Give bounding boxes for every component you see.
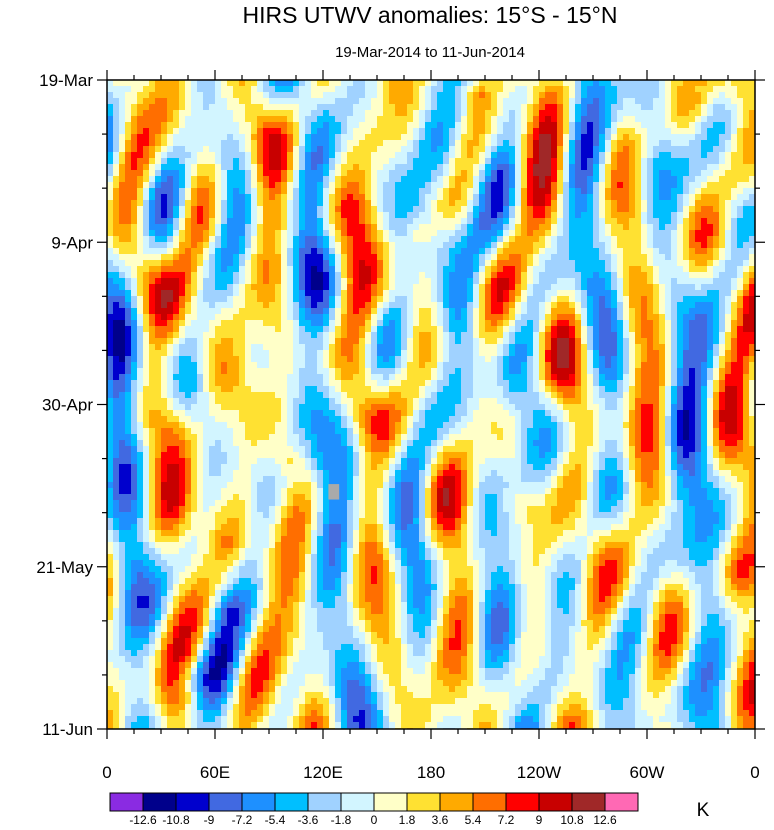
colorbar-label: 0 — [371, 813, 378, 827]
colorbar-swatch — [274, 792, 309, 812]
x-tick-label: 0 — [750, 763, 759, 782]
y-tick-label: 30-Apr — [42, 396, 93, 415]
colorbar-label: 12.6 — [593, 813, 617, 827]
colorbar-label: -9 — [204, 813, 215, 827]
y-tick-label: 9-Apr — [51, 233, 93, 252]
colorbar-label: -10.8 — [162, 813, 190, 827]
colorbar-swatch — [208, 792, 243, 812]
colorbar-label: -1.8 — [331, 813, 352, 827]
colorbar-swatch — [340, 792, 375, 812]
y-tick-label: 19-Mar — [39, 71, 93, 90]
y-tick-label: 21-May — [36, 558, 93, 577]
x-tick-label: 60E — [200, 763, 230, 782]
colorbar-label: -12.6 — [129, 813, 157, 827]
colorbar-label: -3.6 — [298, 813, 319, 827]
colorbar-unit: K — [697, 800, 710, 821]
colorbar-swatch — [175, 792, 210, 812]
colorbar-label: 10.8 — [560, 813, 584, 827]
colorbar-label: 1.8 — [399, 813, 416, 827]
chart-title: HIRS UTWV anomalies: 15°S - 15°N — [242, 2, 617, 28]
chart-subtitle: 19-Mar-2014 to 11-Jun-2014 — [335, 44, 525, 61]
colorbar-label: 7.2 — [498, 813, 515, 827]
x-tick-label: 120W — [517, 763, 561, 782]
y-tick-label: 11-Jun — [42, 720, 93, 739]
colorbar-label: 3.6 — [432, 813, 449, 827]
colorbar-swatch — [406, 792, 441, 812]
colorbar-swatch — [604, 792, 639, 812]
x-tick-label: 60W — [630, 763, 665, 782]
colorbar-swatch — [109, 792, 144, 812]
colorbar-label: 5.4 — [465, 813, 482, 827]
missing-data-patch — [328, 484, 340, 500]
colorbar-swatch — [241, 792, 276, 812]
colorbar-label: 9 — [536, 813, 543, 827]
colorbar-swatch — [307, 792, 342, 812]
colorbar-label: -5.4 — [265, 813, 286, 827]
colorbar-label: -7.2 — [232, 813, 253, 827]
colorbar-swatch — [439, 792, 474, 812]
colorbar-swatch — [373, 792, 408, 812]
colorbar-swatch — [571, 792, 606, 812]
x-tick-label: 180 — [417, 763, 445, 782]
colorbar-swatch — [538, 792, 573, 812]
colorbar-swatch — [505, 792, 540, 812]
x-tick-label: 0 — [102, 763, 111, 782]
anomaly-field — [107, 80, 756, 730]
colorbar-swatch — [142, 792, 177, 812]
colorbar-swatch — [472, 792, 507, 812]
x-tick-label: 120E — [303, 763, 343, 782]
